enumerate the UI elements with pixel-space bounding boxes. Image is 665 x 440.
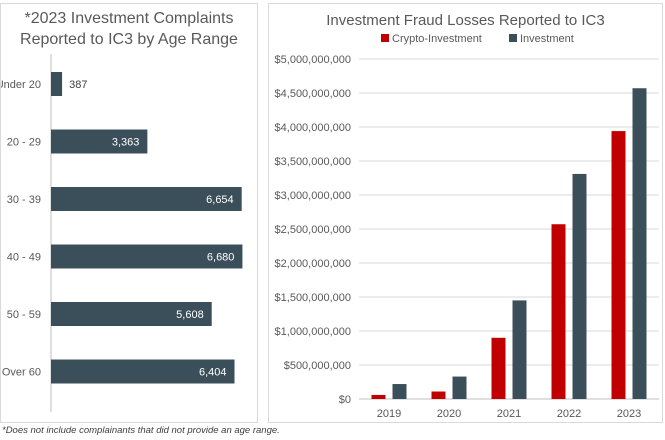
investment-bar	[572, 173, 587, 399]
legend-label: Crypto-Investment	[392, 33, 482, 45]
age-category-label: 40 - 49	[7, 252, 41, 264]
losses-legend: Crypto-Investment Investment	[381, 33, 574, 45]
crypto-investment-bar	[371, 394, 386, 399]
crypto-investment-bar	[551, 224, 566, 399]
age-bar-value-label: 387	[69, 79, 87, 91]
crypto-investment-bar	[611, 131, 626, 399]
age-category-label: Over 60	[2, 367, 41, 379]
age-bar	[51, 187, 242, 211]
age-bar-value-label: 6,404	[199, 367, 227, 379]
losses-y-tick-label: $4,500,000,000	[275, 88, 351, 100]
losses-y-tick-label: $500,000,000	[284, 360, 351, 372]
age-bar	[51, 72, 63, 96]
losses-y-tick-label: $2,500,000,000	[275, 224, 351, 236]
losses-y-tick-label: $3,500,000,000	[275, 156, 351, 168]
losses-y-tick-label: $1,500,000,000	[275, 292, 351, 304]
investment-bar	[392, 384, 407, 399]
age-bar	[51, 129, 148, 154]
fraud-losses-chart-panel: Investment Fraud Losses Reported to IC3 …	[268, 3, 663, 423]
crypto-investment-bar	[431, 391, 446, 399]
footnote: *Does not include complainants that did …	[2, 425, 280, 436]
losses-x-tick-label: 2022	[557, 408, 581, 420]
fraud-losses-chart-title: Investment Fraud Losses Reported to IC3	[326, 12, 605, 29]
losses-y-tick-label: $3,000,000,000	[275, 190, 351, 202]
age-category-label: 50 - 59	[7, 309, 41, 321]
age-bar-value-label: 5,608	[176, 309, 204, 321]
losses-y-tick-label: $0	[339, 394, 351, 406]
legend-label: Investment	[520, 33, 574, 45]
age-range-bar-chart: Under 20 387 20 - 29 3,363 30 - 39 6,654 40 - …	[1, 54, 243, 412]
age-range-chart-title: *2023 Investment Complaints Reported to …	[20, 10, 238, 48]
losses-x-tick-label: 2020	[437, 408, 461, 420]
legend-swatch	[381, 34, 389, 42]
fraud-losses-bar-chart: $0 $500,000,000 $1,000,000,000 $1,500,000,0…	[275, 33, 659, 420]
losses-y-tick-label: $1,000,000,000	[275, 326, 351, 338]
losses-y-tick-label: $5,000,000,000	[275, 54, 351, 66]
age-category-label: 20 - 29	[7, 137, 41, 149]
crypto-investment-bar	[491, 337, 506, 399]
age-bar	[51, 302, 212, 326]
losses-x-tick-label: 2019	[377, 408, 401, 420]
investment-bar	[452, 376, 467, 399]
investment-bar	[512, 300, 527, 399]
age-category-label: Under 20	[1, 79, 41, 91]
losses-x-tick-label: 2021	[497, 408, 521, 420]
legend-swatch	[509, 34, 517, 42]
age-bar	[51, 359, 235, 384]
age-bar-value-label: 6,654	[206, 194, 234, 206]
age-bar-value-label: 3,363	[112, 137, 140, 149]
losses-y-tick-label: $2,000,000,000	[275, 258, 351, 270]
age-bar	[51, 244, 243, 269]
investment-bar	[632, 88, 647, 400]
losses-y-tick-label: $4,000,000,000	[275, 122, 351, 134]
age-bar-value-label: 6,680	[207, 252, 235, 264]
losses-x-tick-label: 2023	[617, 408, 641, 420]
age-category-label: 30 - 39	[7, 194, 41, 206]
age-range-chart-panel: *2023 Investment Complaints Reported to …	[0, 3, 258, 423]
